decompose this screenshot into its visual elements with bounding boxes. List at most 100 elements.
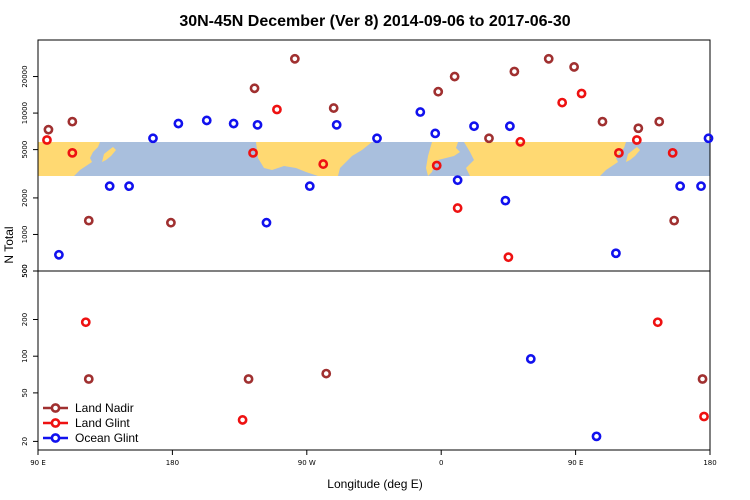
land-nadir-point xyxy=(697,374,708,384)
legend-label-land-nadir: Land Nadir xyxy=(75,401,134,415)
y-tick-label: 20000 xyxy=(21,65,29,87)
legend-marker-ocean-glint xyxy=(50,433,61,443)
land-glint-point xyxy=(42,135,52,145)
y-tick-label: 10000 xyxy=(21,102,29,124)
legend-marker-land-nadir xyxy=(50,403,61,413)
ocean-glint-point xyxy=(415,107,426,117)
ocean-glint-point xyxy=(201,115,212,126)
land-north-america xyxy=(256,142,372,176)
ocean-glint-point xyxy=(372,133,382,144)
x-tick-label: 90 E xyxy=(568,459,584,467)
ocean-glint-point xyxy=(252,119,263,130)
ocean-glint-point xyxy=(611,248,621,259)
land-nadir-point xyxy=(597,116,608,127)
y-axis-label: N Total xyxy=(2,226,16,263)
land-asia-east xyxy=(38,142,100,176)
land-glint-point xyxy=(576,88,587,99)
land-glint-point xyxy=(652,317,663,328)
land-nadir-point xyxy=(321,368,332,379)
land-nadir-point xyxy=(289,53,300,64)
land-nadir-point xyxy=(449,71,460,82)
land-nadir-point xyxy=(569,62,580,72)
ocean-glint-point xyxy=(173,118,184,129)
x-axis-label: Longitude (deg E) xyxy=(327,477,422,491)
y-axis-upper: 500 1000 2000 5000 10000 20000 xyxy=(21,65,38,278)
land-europe-africa xyxy=(426,142,460,176)
x-tick-label: 180 xyxy=(703,459,716,467)
ocean-glint-point xyxy=(500,195,511,206)
land-nadir-point xyxy=(43,124,54,135)
ocean-glint-point xyxy=(304,181,315,192)
ocean-glint-point xyxy=(148,133,158,144)
land-glint-point xyxy=(272,104,282,115)
land-nadir-point xyxy=(433,86,444,97)
ocean-glint-point xyxy=(261,217,272,228)
land-nadir-point xyxy=(328,103,339,113)
ocean-glint-point xyxy=(591,431,602,442)
land-glint-point xyxy=(515,136,526,147)
land-glint-point xyxy=(318,159,329,169)
ocean-glint-point xyxy=(430,128,441,139)
ocean-glint-point xyxy=(452,175,463,186)
legend-label-ocean-glint: Ocean Glint xyxy=(75,431,139,445)
land-glint-point xyxy=(667,147,678,158)
legend-marker-land-glint xyxy=(50,418,61,428)
land-asia-west xyxy=(464,142,626,176)
land-japan xyxy=(102,147,116,162)
y-tick-label: 1000 xyxy=(21,226,29,244)
x-tick-label: 90 E xyxy=(30,459,46,467)
y-tick-label: 100 xyxy=(21,350,29,363)
y-tick-label: 500 xyxy=(21,264,29,277)
land-glint-point xyxy=(431,160,442,171)
land-glint-point xyxy=(452,203,463,213)
ocean-glint-point xyxy=(504,121,515,132)
plot-frame xyxy=(37,39,711,451)
land-nadir-point xyxy=(484,133,494,144)
x-tick-label: 180 xyxy=(166,459,179,467)
ocean-glint-point xyxy=(675,181,686,192)
land-glint-point xyxy=(557,97,568,108)
land-nadir-point xyxy=(166,217,176,228)
land-japan-2 xyxy=(626,147,640,162)
land-glint-point xyxy=(631,135,642,145)
land-nadir-point xyxy=(669,215,680,226)
land-glint-point xyxy=(80,317,91,328)
land-glint-point xyxy=(699,411,709,422)
legend-label-land-glint: Land Glint xyxy=(75,416,130,430)
y-tick-label: 500 xyxy=(21,264,29,277)
land-nadir-point xyxy=(67,116,78,127)
x-tick-label: 0 xyxy=(439,459,443,467)
land-glint-point xyxy=(503,252,514,263)
land-nadir-point xyxy=(243,374,254,384)
ocean-glint-point xyxy=(696,181,706,192)
ocean-glint-point xyxy=(124,181,134,192)
data-points xyxy=(42,53,714,442)
land-nadir-point xyxy=(83,374,94,384)
chart-title: 30N-45N December (Ver 8) 2014-09-06 to 2… xyxy=(179,13,570,30)
ocean-glint-point xyxy=(228,118,239,129)
y-tick-label: 20 xyxy=(21,437,29,446)
ocean-glint-point xyxy=(469,121,479,132)
land-nadir-point xyxy=(83,215,94,226)
ocean-glint-point xyxy=(104,181,115,192)
y-axis-lower: 20 50 100 200 500 xyxy=(21,264,38,446)
x-tick-label: 90 W xyxy=(298,459,316,467)
y-tick-label: 5000 xyxy=(21,141,29,159)
ocean-glint-point xyxy=(703,133,714,144)
world-map-band xyxy=(38,142,710,176)
land-glint-point xyxy=(614,147,624,158)
land-glint-point xyxy=(67,147,78,158)
land-nadir-point xyxy=(633,123,644,134)
ocean-glint-point xyxy=(525,354,536,364)
y-tick-label: 50 xyxy=(21,388,29,397)
y-tick-label: 2000 xyxy=(21,189,29,207)
land-nadir-point xyxy=(543,53,554,64)
land-nadir-point xyxy=(654,116,665,127)
ocean-glint-point xyxy=(331,119,342,130)
land-glint-point xyxy=(237,415,248,425)
land-nadir-point xyxy=(509,66,520,77)
land-nadir-point xyxy=(249,83,260,94)
ocean-glint-point xyxy=(54,249,64,260)
